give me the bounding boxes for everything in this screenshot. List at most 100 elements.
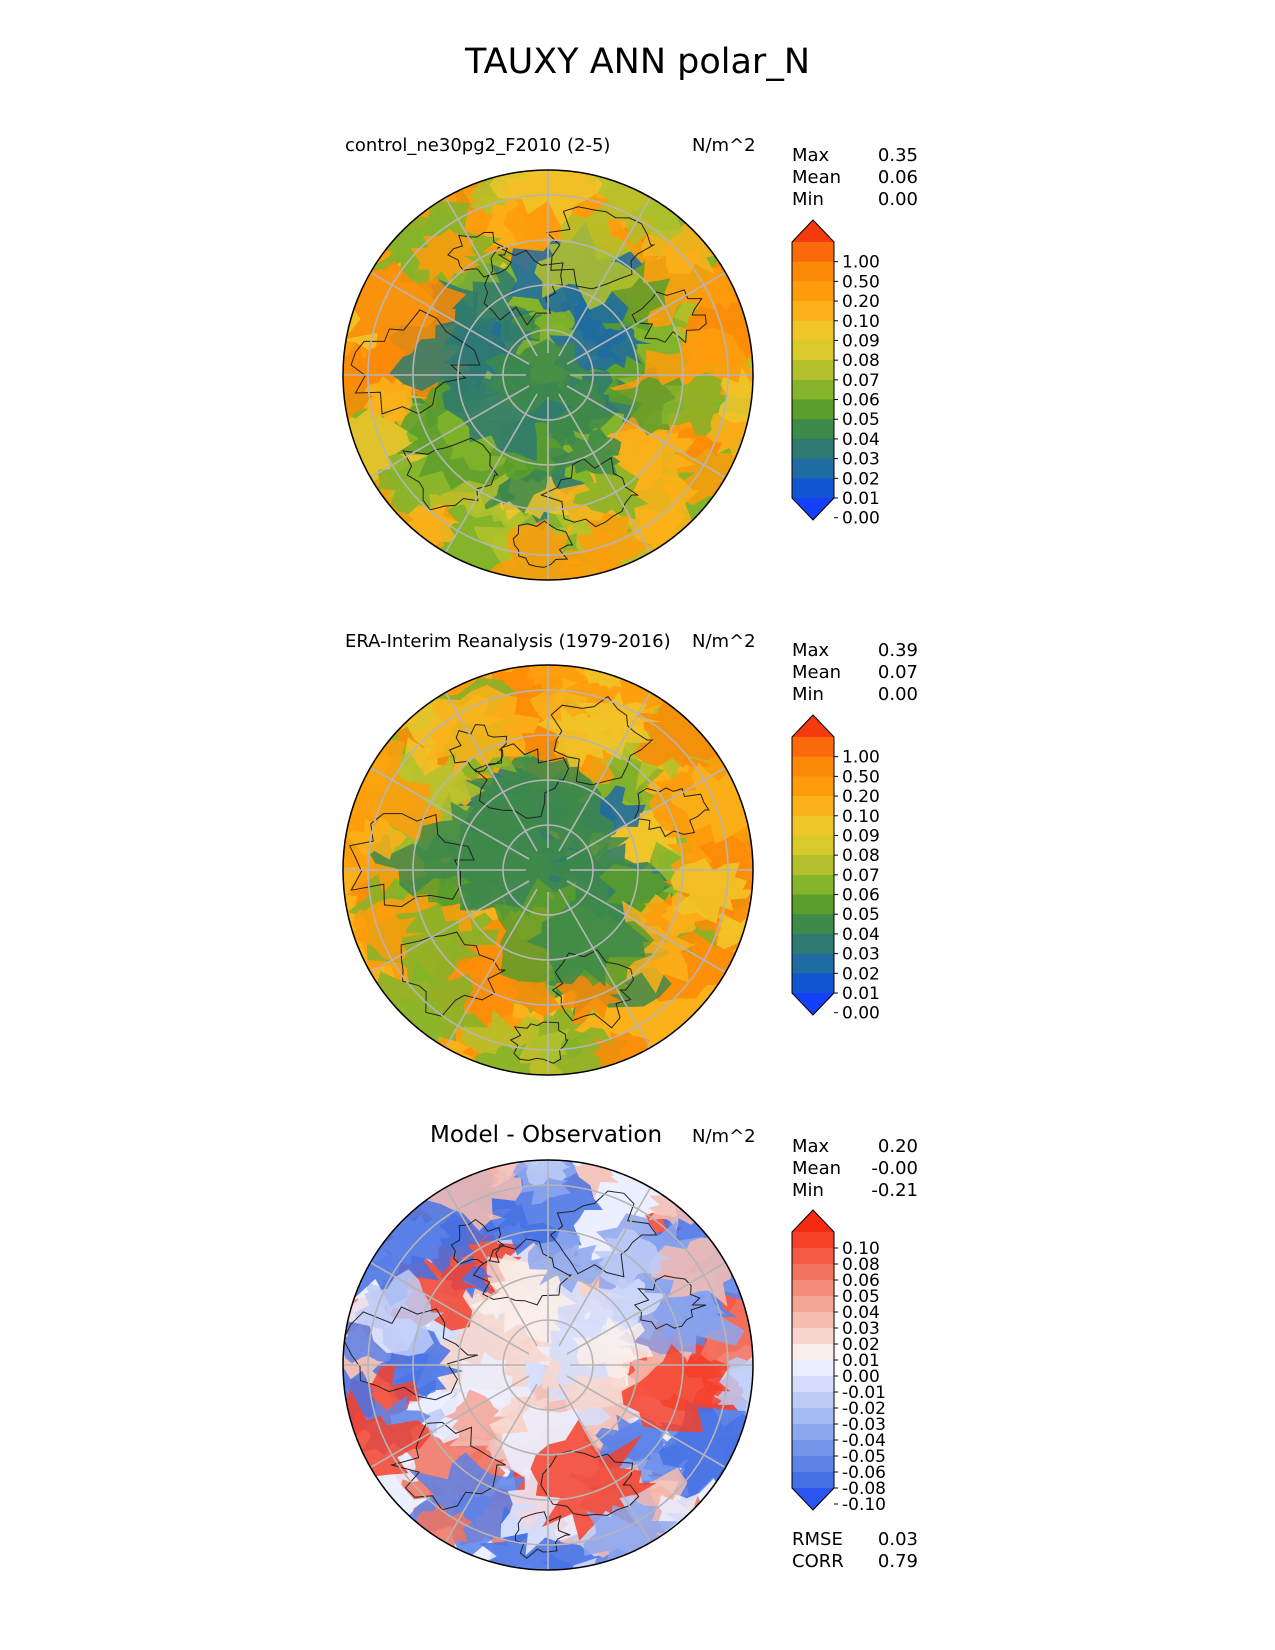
panel-2-max-label: Max — [792, 640, 830, 661]
panel-1-max-label: Max — [792, 145, 830, 166]
colorbar-1-segment — [792, 737, 834, 758]
colorbar-2-tick-label: 0.04 — [842, 1303, 880, 1323]
coastline — [389, 1421, 506, 1511]
colorbar-1-tick-label: 0.03 — [842, 945, 880, 965]
colorbar-2-segment — [792, 1280, 834, 1297]
colorbar-0-tick-label: 0.06 — [842, 391, 880, 411]
coastline — [350, 309, 481, 415]
colorbar-0-segment — [792, 301, 834, 322]
colorbar-1-segment — [792, 914, 834, 935]
panel-1-min-label: Min — [792, 189, 824, 210]
corr-value: 0.79 — [877, 1551, 918, 1572]
coastline — [450, 1218, 506, 1265]
panel-3-map — [342, 1159, 754, 1571]
colorbar-2-segment — [792, 1456, 834, 1473]
colorbar-2-segment — [792, 1472, 834, 1489]
coastline — [483, 246, 564, 326]
coastline — [539, 456, 640, 528]
colorbar-0-tick-label: 0.20 — [842, 292, 880, 312]
panel-3-colorbar: 0.100.080.060.050.040.030.020.010.00-0.0… — [791, 1209, 886, 1515]
coastline — [402, 437, 499, 511]
panel-1-map — [342, 169, 754, 581]
colorbar-2-tick-label: 0.02 — [842, 1335, 880, 1355]
colorbar-0-segment — [792, 458, 834, 479]
colorbar-1-segment — [792, 796, 834, 817]
corr-label: CORR — [792, 1551, 844, 1572]
colorbar-0-segment — [792, 478, 834, 499]
colorbar-0-segment — [792, 399, 834, 420]
colorbar-0-segment — [792, 419, 834, 440]
colorbar-1-tick-label: 0.02 — [842, 964, 880, 984]
colorbar-1-segment — [792, 874, 834, 896]
colorbar-0-segment — [792, 438, 834, 460]
coastline — [400, 931, 506, 1017]
colorbar-2-tick-label: -0.03 — [842, 1415, 886, 1435]
colorbar-0-tick-label: 0.07 — [842, 371, 880, 391]
colorbar-1-tick-label: 1.00 — [842, 748, 880, 768]
colorbar-0-segment — [792, 379, 834, 401]
colorbar-2-segment — [792, 1248, 834, 1265]
colorbar-2-segment — [792, 1392, 834, 1409]
colorbar-1-segment — [792, 894, 834, 915]
coastline — [633, 787, 710, 838]
panel-3-mean-value: -0.00 — [871, 1158, 918, 1179]
colorbar-2-tick-label: -0.10 — [842, 1495, 886, 1515]
colorbar-2-segment — [792, 1376, 834, 1393]
panel-2-colorbar: 1.000.500.200.100.090.080.070.060.050.04… — [791, 714, 880, 1023]
coastline — [631, 289, 707, 344]
coastline — [472, 1238, 573, 1306]
colorbar-1-tick-label: 0.01 — [842, 984, 880, 1004]
coastline — [546, 206, 656, 290]
panel-1-mean-value: 0.06 — [877, 167, 918, 188]
colorbar-1-tick-label: 0.07 — [842, 866, 880, 886]
colorbar-0-tick-label: 0.04 — [842, 430, 880, 450]
colorbar-2-tick-label: 0.08 — [842, 1255, 880, 1275]
panel-3-min-value: -0.21 — [871, 1180, 918, 1201]
colorbar-0-segment — [792, 261, 834, 282]
panel-3-mean-label: Mean — [792, 1158, 842, 1179]
colorbar-2-tick-label: -0.02 — [842, 1399, 886, 1419]
colorbar-2-extend-min — [792, 1488, 834, 1510]
colorbar-0-segment — [792, 281, 834, 302]
colorbar-2-extend-max — [792, 1210, 834, 1232]
map-boundary — [342, 664, 754, 1076]
colorbar-1-tick-label: 0.04 — [842, 925, 880, 945]
panel-2-map — [342, 664, 754, 1076]
colorbar-0-tick-label: 0.05 — [842, 410, 880, 430]
colorbar-2-tick-label: 0.03 — [842, 1319, 880, 1339]
panel-2-min-value: 0.00 — [877, 684, 918, 705]
coastline — [447, 231, 512, 278]
panel-1-mean-label: Mean — [792, 167, 842, 188]
panel-1-colorbar: 1.000.500.200.100.090.080.070.060.050.04… — [791, 219, 880, 528]
colorbar-0-extend-max — [792, 220, 834, 242]
colorbar-0-tick-label: 0.00 — [842, 509, 880, 528]
colorbar-1-segment — [792, 953, 834, 974]
colorbar-1-tick-label: 0.00 — [842, 1004, 880, 1023]
colorbar-1-segment — [792, 776, 834, 797]
rmse-label: RMSE — [792, 1529, 843, 1550]
colorbar-2-tick-label: 0.10 — [842, 1239, 880, 1259]
panel-2-units: N/m^2 — [692, 631, 756, 652]
panel-3-max-label: Max — [792, 1136, 830, 1157]
colorbar-0-segment — [792, 340, 834, 361]
colorbar-0-tick-label: 0.50 — [842, 272, 880, 292]
colorbar-1-extend-min — [792, 993, 834, 1015]
colorbar-2-segment — [792, 1360, 834, 1377]
colorbar-1-segment — [792, 973, 834, 994]
colorbar-0-segment — [792, 320, 834, 341]
colorbar-2-tick-label: 0.05 — [842, 1287, 880, 1307]
colorbar-2-tick-label: -0.01 — [842, 1383, 886, 1403]
colorbar-1-tick-label: 0.50 — [842, 767, 880, 787]
panel-3-title: Model - Observation — [430, 1122, 663, 1148]
panel-2-max-value: 0.39 — [877, 640, 918, 661]
colorbar-2-tick-label: 0.06 — [842, 1271, 880, 1291]
colorbar-2-segment — [792, 1408, 834, 1425]
colorbar-0-tick-label: 0.09 — [842, 331, 880, 351]
colorbar-1-tick-label: 0.05 — [842, 905, 880, 925]
colorbar-2-segment — [792, 1424, 834, 1441]
coastline — [512, 520, 574, 568]
colorbar-1-segment — [792, 933, 834, 955]
colorbar-0-segment — [792, 360, 834, 381]
colorbar-2-segment — [792, 1232, 834, 1249]
colorbar-2-tick-label: 0.01 — [842, 1351, 880, 1371]
